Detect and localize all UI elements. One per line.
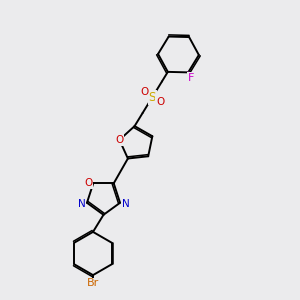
Text: O: O [115, 135, 124, 145]
Text: F: F [188, 73, 195, 83]
Text: O: O [140, 87, 148, 97]
Text: N: N [122, 199, 129, 209]
Text: O: O [156, 97, 165, 107]
Text: S: S [148, 91, 156, 104]
Text: Br: Br [87, 278, 99, 289]
Text: N: N [78, 199, 86, 209]
Text: O: O [84, 178, 92, 188]
